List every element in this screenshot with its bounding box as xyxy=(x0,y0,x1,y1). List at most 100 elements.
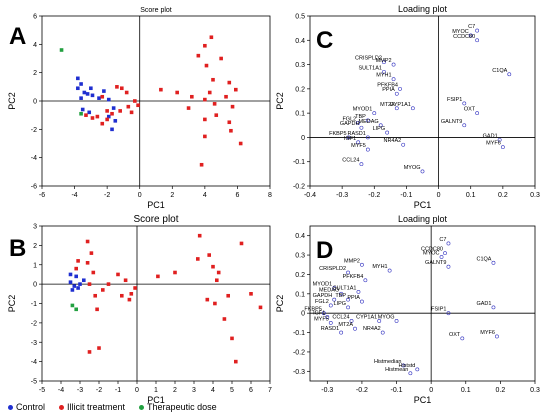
x-tick-label: -6 xyxy=(39,192,45,199)
data-point-illicit-treatment xyxy=(100,121,105,126)
loading-label-myoc: MYOC xyxy=(423,251,440,257)
data-point-illicit-treatment xyxy=(175,90,179,95)
data-point-illicit-treatment xyxy=(100,94,105,99)
loading-label-gad1: GAD1 xyxy=(476,301,491,307)
x-tick-label: -4 xyxy=(58,387,64,394)
x-tick-label: 4 xyxy=(211,387,215,394)
loading-label-gad1: GAD1 xyxy=(483,133,498,139)
x-tick-label: 0 xyxy=(138,192,142,199)
loading-point-gad1 xyxy=(497,137,502,142)
loading-point-fkbp5 xyxy=(346,135,351,140)
data-point-illicit-treatment xyxy=(129,110,134,115)
loading-label-tbp: TBP xyxy=(335,293,346,299)
panel-b: -5 -4 -3 -2 -1 0 1 2 3 4 5 6 7 -5 -4 -3 -2 -1 0 1 2 3 Score pl… xyxy=(7,214,272,405)
y-tick-label: -2 xyxy=(31,320,37,327)
loading-label-c1qa: C1QA xyxy=(476,256,491,262)
loading-label-crispld2: CRISPLD2 xyxy=(319,266,346,272)
loading-point-myf6 xyxy=(500,145,505,150)
loading-point-fsip1 xyxy=(462,101,467,106)
loading-point-myf5 xyxy=(365,147,370,152)
data-point-illicit-treatment xyxy=(230,104,235,109)
loading-point-myf6 xyxy=(495,334,499,339)
loading-label-sult1a1: SULT1A1 xyxy=(358,65,381,71)
loading-point-c7 xyxy=(446,241,451,246)
data-point-illicit-treatment xyxy=(159,87,163,92)
loading-point-c1qa xyxy=(491,260,496,265)
y-tick-label: -0.3 xyxy=(293,369,305,376)
loading-label-myog: MYOG xyxy=(378,314,395,320)
data-point-illicit-treatment xyxy=(97,346,101,350)
loading-point-igf1 xyxy=(325,315,330,319)
data-point-illicit-treatment xyxy=(197,233,202,238)
data-point-illicit-treatment xyxy=(196,53,201,58)
data-point-illicit-treatment xyxy=(87,350,92,354)
y-tick-label: 0.4 xyxy=(295,233,305,240)
loading-label-medag: MEDAG xyxy=(319,287,339,293)
loading-label-ccdc80: CCDC80 xyxy=(421,247,443,253)
data-point-illicit-treatment xyxy=(239,241,244,246)
x-axis-label: PC1 xyxy=(147,395,165,405)
loading-label-oxt: OXT xyxy=(449,332,461,338)
loading-label-crispld2: CRISPLD2 xyxy=(355,56,382,62)
y-tick-label: 0.2 xyxy=(295,86,305,93)
loading-label-myod1: MYOD1 xyxy=(313,282,333,288)
loading-point-myod1 xyxy=(372,111,377,116)
legend-label-therapeutic-dose: Therapeutic dose xyxy=(147,402,217,412)
loading-label-ppia: PPIA xyxy=(382,87,395,93)
data-point-illicit-treatment xyxy=(129,292,134,296)
x-tick-label: -3 xyxy=(77,387,83,394)
legend: Control Illicit treatment Therapeutic do… xyxy=(8,402,217,412)
loading-point-fsip1 xyxy=(446,311,451,316)
loading-point-fkbp5 xyxy=(321,311,326,316)
data-point-illicit-treatment xyxy=(234,87,238,92)
loading-point-myoc xyxy=(439,255,444,259)
loading-point-galnt9 xyxy=(462,123,467,128)
loading-label-nr4a2: NR4A2 xyxy=(383,138,401,144)
data-point-illicit-treatment xyxy=(105,117,109,122)
y-tick-label: 2 xyxy=(33,70,37,77)
data-point-control xyxy=(79,82,83,86)
loading-label-pfkfb4: PFKFB4 xyxy=(343,274,364,280)
data-point-illicit-treatment xyxy=(115,85,119,89)
panel-d: -0.3 -0.2 -0.1 0 0.1 0.2 0.3 -0.3 -0.2 -0.1 0 0.1 0.… xyxy=(275,214,540,405)
x-tick-label: 6 xyxy=(235,192,239,199)
loading-point-cyp1a1 xyxy=(410,106,415,111)
x-tick-label: -0.1 xyxy=(391,387,403,394)
x-tick-label: 0 xyxy=(437,192,441,199)
data-point-illicit-treatment xyxy=(95,114,100,119)
plot-frame xyxy=(41,225,271,382)
data-point-illicit-treatment xyxy=(227,120,232,125)
data-point-illicit-treatment xyxy=(234,359,238,364)
loading-point-ppia xyxy=(394,91,399,96)
x-tick-label: -0.3 xyxy=(336,192,348,199)
data-point-illicit-treatment xyxy=(230,336,234,341)
loading-label-galnt9: GALNT9 xyxy=(425,260,446,266)
loading-label-cyp1a1: CYP1A1 xyxy=(390,102,411,108)
loading-label-tbp: TBP xyxy=(355,114,366,120)
data-point-illicit-treatment xyxy=(199,162,204,167)
loading-label-histmean: Histmean xyxy=(385,367,408,373)
data-point-illicit-treatment xyxy=(91,270,96,275)
data-point-control xyxy=(76,286,80,290)
data-point-illicit-treatment xyxy=(124,90,129,95)
loading-point-ccdc80 xyxy=(443,251,447,256)
data-point-therapeutic-dose xyxy=(59,48,64,52)
data-point-control xyxy=(68,280,73,284)
loading-point-mmp2 xyxy=(391,62,396,67)
loading-label-ccl24: CCL24 xyxy=(342,158,359,164)
data-point-illicit-treatment xyxy=(222,317,227,321)
y-tick-label: -4 xyxy=(31,359,37,366)
legend-label-illicit-treatment: Illicit treatment xyxy=(67,402,126,412)
data-point-illicit-treatment xyxy=(89,251,94,255)
data-point-control xyxy=(78,282,82,286)
data-point-control xyxy=(70,288,75,292)
loading-point-pfkfb4 xyxy=(363,278,368,283)
loading-point-myf5 xyxy=(328,320,333,325)
loading-point-histmedian xyxy=(401,363,406,368)
loading-point-sult1a1 xyxy=(382,69,386,74)
data-point-illicit-treatment xyxy=(211,77,215,82)
x-tick-label: 0.2 xyxy=(498,192,508,199)
data-point-therapeutic-dose xyxy=(79,111,83,116)
loading-label-mmp2: MMP2 xyxy=(344,258,360,264)
